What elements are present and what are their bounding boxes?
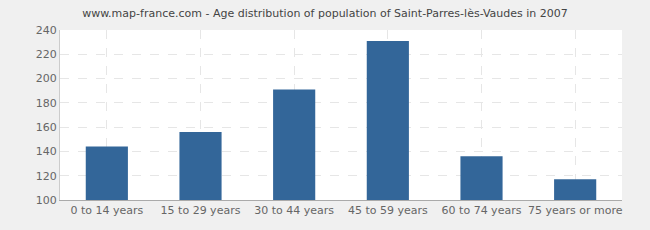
svg-text:200: 200 [36, 72, 57, 85]
svg-text:30 to 44 years: 30 to 44 years [254, 204, 334, 217]
svg-text:140: 140 [36, 145, 57, 158]
svg-text:180: 180 [36, 97, 57, 110]
svg-text:160: 160 [36, 121, 57, 134]
svg-text:75 years or more: 75 years or more [528, 204, 623, 217]
svg-text:120: 120 [36, 170, 57, 183]
svg-text:15 to 29 years: 15 to 29 years [161, 204, 241, 217]
svg-text:www.map-france.com - Age distr: www.map-france.com - Age distribution of… [82, 7, 568, 20]
svg-text:60 to 74 years: 60 to 74 years [442, 204, 522, 217]
svg-text:240: 240 [36, 24, 57, 37]
svg-text:100: 100 [36, 194, 57, 207]
svg-text:220: 220 [36, 48, 57, 61]
svg-text:45 to 59 years: 45 to 59 years [348, 204, 428, 217]
svg-text:0 to 14 years: 0 to 14 years [70, 204, 143, 217]
